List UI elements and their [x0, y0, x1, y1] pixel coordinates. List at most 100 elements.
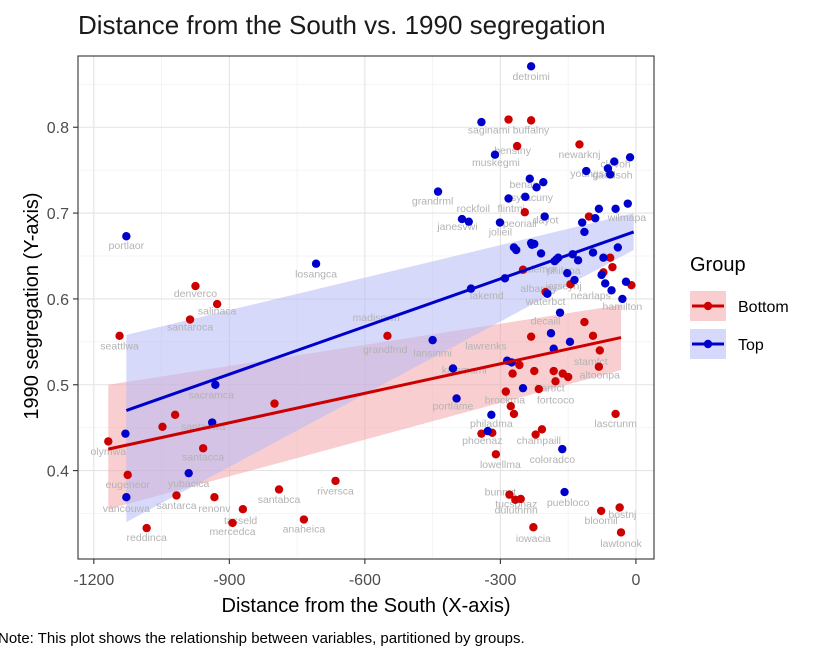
- point-label: albanny: [520, 283, 558, 295]
- data-point-bottom: [477, 429, 486, 438]
- data-point-top: [607, 286, 616, 295]
- point-label: lascrunm: [594, 418, 637, 430]
- point-label: sacramca: [189, 389, 235, 401]
- data-point-bottom: [588, 331, 598, 341]
- data-point-bottom: [123, 470, 132, 480]
- point-label: bloomil: [585, 515, 618, 527]
- data-point-top: [518, 383, 528, 393]
- data-point-top: [428, 335, 437, 345]
- data-point-top: [543, 289, 552, 298]
- data-point-bottom: [520, 208, 529, 217]
- data-point-bottom: [104, 437, 113, 446]
- point-label: duluthmn: [495, 505, 538, 517]
- confidence-ribbon-top: [126, 213, 634, 523]
- caption: Note: This plot shows the relationship b…: [0, 630, 525, 647]
- data-point-top: [448, 364, 458, 373]
- data-point-bottom: [616, 528, 626, 537]
- data-point-bottom: [608, 262, 617, 272]
- point-label: coloradco: [530, 454, 576, 466]
- data-point-bottom: [491, 450, 501, 459]
- data-point-top: [525, 174, 534, 183]
- data-point-bottom: [615, 503, 624, 512]
- data-point-bottom: [228, 518, 237, 528]
- point-label: santabca: [258, 494, 301, 506]
- data-point-top: [621, 277, 631, 286]
- data-point-bottom: [526, 332, 536, 341]
- data-points: [104, 62, 636, 537]
- data-point-top: [122, 492, 131, 502]
- data-point-bottom: [191, 281, 200, 291]
- point-label: phoenaz: [462, 435, 502, 447]
- x-tick-label: -300: [484, 572, 516, 589]
- point-label: nearlaps: [571, 290, 611, 302]
- data-point-top: [433, 187, 443, 196]
- data-point-bottom: [198, 444, 208, 453]
- point-label: riversca: [317, 486, 354, 498]
- data-point-bottom: [596, 506, 606, 516]
- point-label: lakemd: [470, 290, 504, 302]
- data-point-top: [526, 62, 536, 71]
- point-label: newarknj: [558, 149, 600, 161]
- data-point-bottom: [534, 384, 543, 394]
- point-label: brockma: [485, 395, 525, 407]
- data-point-top: [623, 199, 632, 208]
- data-point-bottom: [549, 366, 558, 376]
- data-point-bottom: [529, 523, 538, 532]
- point-label: lansinmi: [413, 347, 452, 359]
- data-point-top: [495, 218, 505, 227]
- point-label: denverco: [174, 288, 217, 300]
- data-point-top: [573, 256, 583, 265]
- chart-title: Distance from the South vs. 1990 segrega…: [78, 10, 606, 40]
- legend-key-point: [703, 301, 713, 311]
- point-label: wilmapa: [607, 212, 647, 224]
- data-point-top: [122, 232, 131, 241]
- data-point-top: [599, 253, 608, 262]
- data-point-top: [121, 429, 130, 438]
- data-point-top: [563, 268, 572, 278]
- data-point-top: [464, 217, 473, 226]
- data-point-bottom: [501, 387, 511, 396]
- point-label: hamilton: [603, 301, 643, 313]
- point-label: santacca: [182, 451, 224, 463]
- data-point-bottom: [115, 331, 124, 341]
- data-point-top: [530, 239, 539, 249]
- data-point-bottom: [537, 425, 547, 434]
- legend-label-top: Top: [738, 337, 764, 354]
- data-point-top: [588, 248, 598, 257]
- y-axis-label: 1990 segregation (Y-axis): [21, 192, 43, 419]
- x-axis-label: Distance from the South (X-axis): [222, 595, 511, 617]
- point-label: lawrenks: [465, 341, 506, 353]
- data-point-bottom: [530, 366, 539, 376]
- data-point-bottom: [605, 253, 615, 262]
- data-point-top: [487, 410, 496, 419]
- data-point-top: [618, 294, 627, 304]
- data-point-bottom: [170, 410, 180, 419]
- data-point-top: [504, 194, 513, 203]
- point-label: fortcoco: [537, 395, 575, 407]
- legend-key-point: [703, 339, 713, 349]
- point-label: lawtonok: [600, 538, 642, 550]
- x-tick-label: -600: [349, 572, 381, 589]
- point-label: grandrml: [412, 195, 453, 207]
- data-point-bottom: [563, 372, 573, 382]
- point-label: vancouwa: [103, 503, 150, 515]
- point-label: santarca: [156, 500, 196, 512]
- point-label: rockfoil: [457, 203, 490, 215]
- point-label: iowacia: [516, 533, 551, 545]
- y-tick-label: 0.4: [47, 464, 69, 481]
- point-label: peoriail: [503, 218, 537, 230]
- x-tick-label: -1200: [73, 572, 114, 589]
- fit-lines: [107, 230, 635, 451]
- data-point-top: [539, 177, 548, 187]
- data-point-top: [591, 214, 600, 223]
- point-label: grandfmd: [363, 344, 408, 356]
- point-label: waterbct: [525, 296, 566, 308]
- data-point-bottom: [210, 492, 219, 502]
- data-point-top: [311, 259, 321, 268]
- data-point-bottom: [575, 140, 584, 149]
- point-label: salinaca: [198, 305, 237, 317]
- data-point-bottom: [611, 409, 620, 419]
- data-point-top: [577, 218, 587, 227]
- data-point-top: [546, 329, 556, 338]
- data-point-top: [555, 308, 565, 317]
